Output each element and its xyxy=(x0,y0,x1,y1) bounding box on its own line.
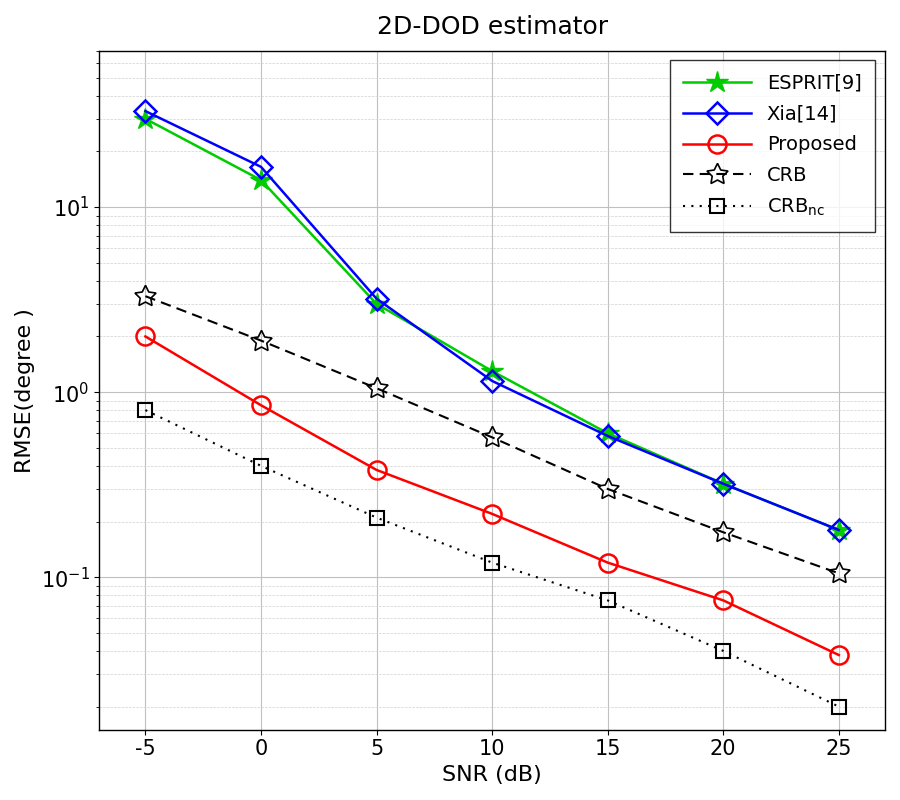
ESPRIT[9] xyxy=(602,429,613,438)
CRB xyxy=(487,433,498,442)
Xia[14] xyxy=(140,106,151,116)
CRB xyxy=(602,484,613,494)
Xia[14] xyxy=(256,162,266,172)
Line: ESPRIT[9]: ESPRIT[9] xyxy=(134,108,850,541)
Legend: ESPRIT[9], Xia[14], Proposed, CRB, CRB$_\mathregular{nc}$: ESPRIT[9], Xia[14], Proposed, CRB, CRB$_… xyxy=(670,60,876,231)
CRB$_\mathregular{nc}$ xyxy=(833,702,844,711)
CRB$_\mathregular{nc}$ xyxy=(718,646,729,656)
ESPRIT[9] xyxy=(718,479,729,489)
ESPRIT[9] xyxy=(140,114,151,123)
ESPRIT[9] xyxy=(487,366,498,376)
CRB xyxy=(718,527,729,537)
ESPRIT[9] xyxy=(833,525,844,534)
Line: CRB: CRB xyxy=(134,285,850,585)
CRB$_\mathregular{nc}$ xyxy=(371,513,382,522)
Proposed xyxy=(833,650,844,660)
Y-axis label: RMSE(degree ): RMSE(degree ) xyxy=(15,308,35,473)
Xia[14] xyxy=(371,294,382,303)
CRB$_\mathregular{nc}$ xyxy=(140,406,151,415)
Line: CRB$_\mathregular{nc}$: CRB$_\mathregular{nc}$ xyxy=(139,403,846,714)
CRB$_\mathregular{nc}$ xyxy=(602,595,613,605)
CRB$_\mathregular{nc}$ xyxy=(256,461,266,470)
Xia[14] xyxy=(487,376,498,386)
X-axis label: SNR (dB): SNR (dB) xyxy=(442,765,542,785)
CRB$_\mathregular{nc}$ xyxy=(487,558,498,567)
Proposed xyxy=(718,595,729,605)
Proposed xyxy=(487,509,498,518)
Xia[14] xyxy=(602,431,613,441)
ESPRIT[9] xyxy=(371,299,382,309)
Proposed xyxy=(256,401,266,410)
Proposed xyxy=(371,465,382,474)
ESPRIT[9] xyxy=(256,175,266,185)
Xia[14] xyxy=(718,479,729,489)
Xia[14] xyxy=(833,525,844,534)
CRB xyxy=(140,291,151,301)
Title: 2D-DOD estimator: 2D-DOD estimator xyxy=(376,15,608,39)
CRB xyxy=(833,569,844,578)
CRB xyxy=(256,336,266,346)
CRB xyxy=(371,383,382,393)
Proposed xyxy=(140,332,151,342)
Proposed xyxy=(602,558,613,567)
Line: Xia[14]: Xia[14] xyxy=(138,103,846,538)
Line: Proposed: Proposed xyxy=(137,327,848,664)
